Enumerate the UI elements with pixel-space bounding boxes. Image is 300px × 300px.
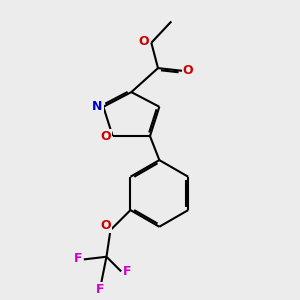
Text: O: O (100, 219, 111, 232)
Text: O: O (101, 130, 111, 142)
Text: F: F (123, 265, 131, 278)
Text: O: O (139, 35, 149, 48)
Text: F: F (74, 252, 82, 265)
Text: N: N (92, 100, 103, 113)
Text: F: F (96, 283, 104, 296)
Text: O: O (182, 64, 193, 77)
